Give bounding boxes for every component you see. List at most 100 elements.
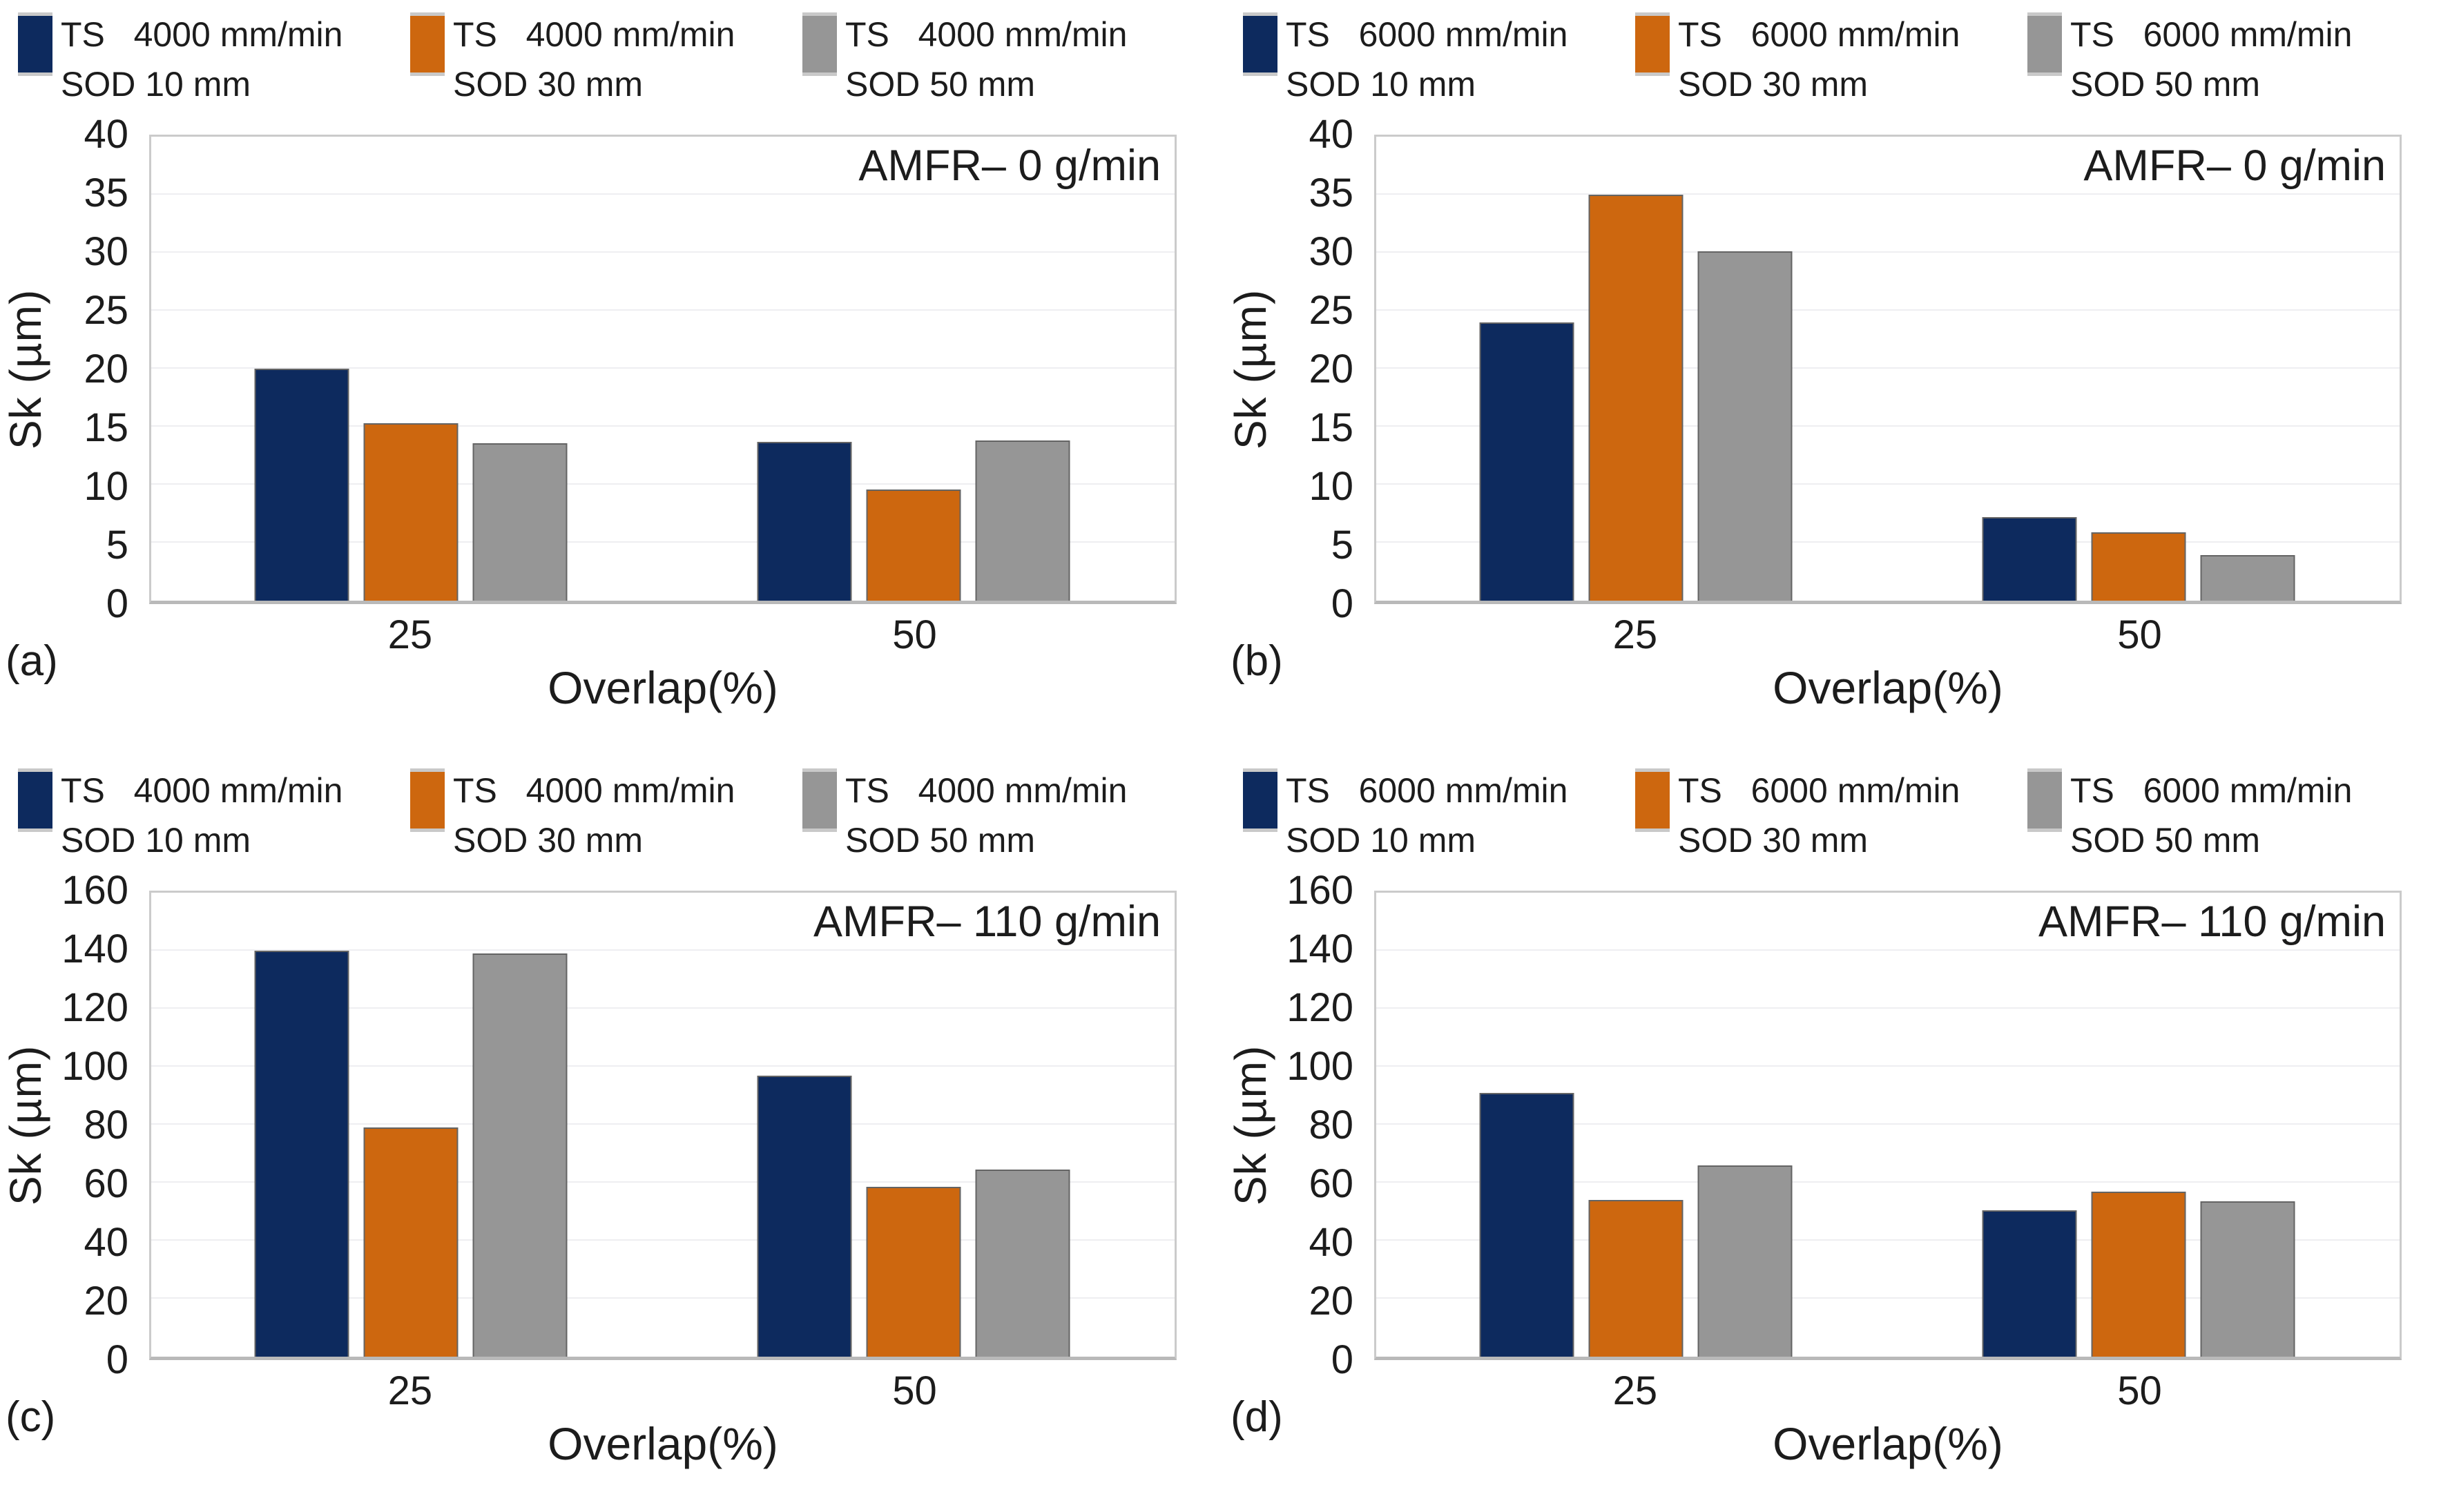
legend-label: TS 4000 mm/min SOD 30 mm (453, 771, 735, 860)
y-tick-label: 60 (84, 1161, 128, 1206)
x-tick-label: 25 (387, 612, 433, 657)
legend-swatch-icon (410, 12, 445, 76)
legend-item: TS 6000 mm/min SOD 50 mm (2027, 10, 2420, 109)
y-tick-label: 80 (1309, 1103, 1353, 1147)
gridline (151, 1065, 1175, 1067)
legend-item: TS 6000 mm/min SOD 50 mm (2027, 766, 2420, 865)
legend-swatch-icon (410, 768, 445, 832)
legend-swatch-icon (802, 768, 837, 832)
bar (363, 423, 459, 601)
legend-label: TS 4000 mm/min SOD 30 mm (453, 15, 735, 104)
bar (2200, 1201, 2295, 1357)
gridline (1376, 541, 2400, 543)
bar (472, 443, 568, 601)
chart-panel-a: TS 4000 mm/min SOD 10 mm TS 4000 mm/min S… (0, 0, 1225, 756)
legend: TS 6000 mm/min SOD 10 mm TS 6000 mm/min S… (1243, 10, 2450, 109)
bar-group (254, 893, 568, 1357)
legend-item: TS 4000 mm/min SOD 10 mm (18, 766, 410, 865)
y-axis-title: Sk (µm) (1226, 1045, 1275, 1206)
x-tick-label: 50 (2117, 1368, 2162, 1413)
y-tick-label: 35 (84, 171, 128, 215)
plot-area: AMFR– 0 g/min (1374, 135, 2402, 604)
legend-item: TS 6000 mm/min SOD 10 mm (1243, 766, 1635, 865)
gridline (1376, 1065, 2400, 1067)
y-tick-label: 40 (84, 112, 128, 157)
y-tick-label: 20 (1309, 1279, 1353, 1324)
plot-area: AMFR– 110 g/min (149, 891, 1177, 1360)
bar-group (1982, 893, 2295, 1357)
x-tick-label: 50 (892, 1368, 937, 1413)
legend-item: TS 4000 mm/min SOD 50 mm (802, 10, 1195, 109)
bar-group (757, 893, 1070, 1357)
y-tick-label: 120 (61, 985, 128, 1030)
y-tick-label: 0 (1331, 1337, 1353, 1382)
bar (1697, 251, 1793, 601)
y-axis-tick-labels: 0 20 40 60 80 100 120 140 160 (1276, 871, 1364, 1380)
gridline (151, 1239, 1175, 1241)
y-tick-label: 140 (61, 927, 128, 971)
bar (1588, 195, 1684, 601)
y-tick-label: 160 (1286, 868, 1353, 913)
gridline (1376, 251, 2400, 253)
bar (472, 953, 568, 1357)
x-tick-label: 50 (892, 612, 937, 657)
annotation: AMFR– 0 g/min (858, 142, 1161, 190)
bar (363, 1127, 459, 1357)
legend-label: TS 6000 mm/min SOD 50 mm (2070, 15, 2353, 104)
legend-swatch-icon (18, 768, 52, 832)
legend-swatch-icon (1243, 12, 1277, 76)
legend-label: TS 4000 mm/min SOD 50 mm (845, 771, 1128, 860)
y-tick-label: 40 (1309, 1220, 1353, 1265)
bar (2091, 532, 2186, 601)
legend-swatch-icon (1635, 12, 1670, 76)
y-tick-label: 40 (1309, 112, 1353, 157)
chart-panel-b: TS 6000 mm/min SOD 10 mm TS 6000 mm/min S… (1225, 0, 2450, 756)
legend-item: TS 6000 mm/min SOD 30 mm (1635, 10, 2027, 109)
gridline (151, 425, 1175, 427)
y-tick-label: 15 (84, 405, 128, 450)
bar-group (1982, 137, 2295, 601)
y-tick-label: 40 (84, 1220, 128, 1265)
legend-label: TS 4000 mm/min SOD 10 mm (61, 15, 343, 104)
gridline (151, 1297, 1175, 1299)
bar (866, 489, 961, 601)
bar (757, 1075, 852, 1357)
x-tick-label: 50 (2117, 612, 2162, 657)
y-tick-label: 25 (1309, 288, 1353, 333)
bar-group (1479, 137, 1793, 601)
gridline (1376, 1297, 2400, 1299)
gridline (1376, 1181, 2400, 1183)
legend-item: TS 4000 mm/min SOD 30 mm (410, 766, 802, 865)
bar (1982, 1210, 2077, 1357)
x-tick-label: 25 (387, 1368, 433, 1413)
bar (1588, 1200, 1684, 1357)
legend-swatch-icon (2027, 768, 2062, 832)
gridline (151, 1123, 1175, 1125)
plot-area: AMFR– 110 g/min (1374, 891, 2402, 1360)
x-axis-title: Overlap(%) (1773, 662, 2003, 713)
bar (975, 440, 1070, 601)
chart-panel-c: TS 4000 mm/min SOD 10 mm TS 4000 mm/min S… (0, 756, 1225, 1512)
panel-letter: (c) (6, 1393, 56, 1441)
gridline (151, 193, 1175, 195)
chart-panel-d: TS 6000 mm/min SOD 10 mm TS 6000 mm/min S… (1225, 756, 2450, 1512)
gridline (151, 541, 1175, 543)
y-tick-label: 120 (1286, 985, 1353, 1030)
y-tick-label: 30 (1309, 229, 1353, 274)
y-axis-title: Sk (µm) (1226, 289, 1275, 450)
legend-label: TS 6000 mm/min SOD 10 mm (1286, 15, 1568, 104)
gridline (1376, 193, 2400, 195)
bar (1982, 517, 2077, 601)
y-tick-label: 160 (61, 868, 128, 913)
gridline (151, 367, 1175, 369)
legend: TS 4000 mm/min SOD 10 mm TS 4000 mm/min S… (18, 10, 1225, 109)
y-tick-label: 0 (1331, 581, 1353, 626)
bar-group (757, 137, 1070, 601)
y-axis-title: Sk (µm) (1, 289, 50, 450)
gridline (151, 1007, 1175, 1009)
annotation: AMFR– 110 g/min (813, 898, 1161, 946)
legend-item: TS 4000 mm/min SOD 10 mm (18, 10, 410, 109)
bar (1479, 1092, 1574, 1357)
bar-group (254, 137, 568, 601)
y-tick-label: 0 (106, 581, 128, 626)
